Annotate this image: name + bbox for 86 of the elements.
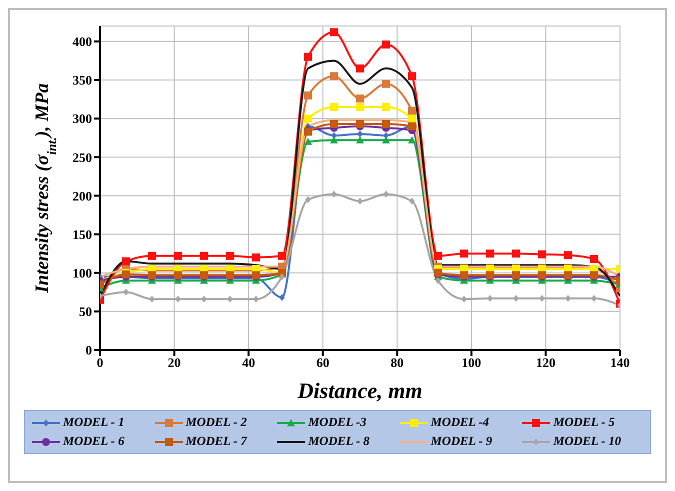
y-tick-label: 50: [79, 304, 92, 320]
y-tick-label: 0: [86, 342, 92, 358]
x-tick-label: 60: [316, 355, 330, 370]
point: [487, 294, 493, 302]
point: [279, 294, 285, 302]
point: [149, 296, 155, 303]
y-tick-label: 400: [72, 34, 92, 50]
point: [356, 64, 364, 72]
point: [330, 72, 338, 80]
x-axis-title: Distance, mm: [296, 378, 422, 403]
x-tick-label: 0: [96, 355, 104, 370]
point: [304, 114, 312, 123]
point: [356, 94, 364, 103]
point: [356, 103, 364, 111]
x-tick-label: 100: [462, 355, 482, 370]
point: [253, 296, 259, 303]
point: [356, 120, 364, 128]
point: [512, 250, 520, 258]
point: [382, 120, 390, 128]
point: [330, 136, 338, 144]
point: [175, 296, 181, 303]
point: [305, 196, 311, 204]
point: [382, 136, 390, 144]
legend-label: MODEL - 7: [186, 434, 247, 449]
x-tick-label: 40: [242, 355, 256, 370]
y-tick-label: 200: [72, 188, 92, 204]
point: [408, 72, 416, 80]
point: [357, 130, 363, 138]
point: [330, 120, 338, 128]
legend-label: MODEL - 1: [63, 415, 124, 430]
point: [590, 254, 598, 263]
point: [382, 80, 390, 88]
legend-label: MODEL - 9: [430, 434, 492, 449]
legend-label: MODEL - 5: [553, 415, 615, 430]
legend-label: MODEL - 8: [308, 434, 370, 449]
x-tick-label: 140: [610, 355, 630, 370]
y-tick-label: 250: [72, 150, 92, 165]
point: [330, 103, 338, 111]
y-tick-label: 150: [72, 226, 92, 242]
point: [409, 198, 415, 205]
point: [174, 252, 182, 260]
point: [382, 103, 390, 111]
point: [331, 190, 337, 198]
y-tick-label: 350: [72, 72, 92, 88]
point: [226, 252, 234, 260]
point: [304, 52, 312, 61]
point: [591, 294, 597, 302]
point: [227, 296, 233, 303]
point: [279, 273, 285, 280]
point: [538, 250, 546, 258]
point: [304, 138, 312, 145]
legend-label: MODEL -4: [430, 415, 490, 430]
point: [565, 294, 571, 302]
y-tick-label: 300: [72, 111, 92, 126]
point: [200, 252, 208, 260]
point: [408, 106, 416, 115]
point: [383, 190, 389, 198]
point: [330, 28, 338, 36]
point: [382, 40, 390, 49]
point: [539, 294, 545, 302]
point: [461, 296, 467, 303]
point: [408, 114, 416, 123]
legend-label: MODEL -3: [308, 415, 366, 430]
point: [123, 288, 129, 296]
point: [201, 296, 207, 303]
legend-label: MODEL - 6: [63, 434, 124, 449]
point: [252, 253, 260, 262]
x-tick-label: 120: [536, 355, 556, 370]
point: [356, 136, 364, 144]
legend-label: MODEL - 2: [186, 415, 247, 430]
legend-label: MODEL - 10: [553, 434, 621, 449]
y-tick-label: 100: [72, 265, 92, 280]
x-tick-label: 80: [390, 355, 404, 370]
point: [513, 294, 519, 302]
point: [148, 252, 156, 260]
point: [435, 277, 441, 284]
point: [304, 91, 312, 100]
point: [408, 136, 416, 144]
point: [434, 252, 442, 260]
point: [486, 250, 494, 258]
point: [278, 252, 286, 260]
point: [460, 250, 468, 258]
point: [122, 257, 130, 266]
point: [357, 198, 363, 205]
point: [564, 251, 572, 260]
x-tick-label: 20: [168, 355, 181, 370]
